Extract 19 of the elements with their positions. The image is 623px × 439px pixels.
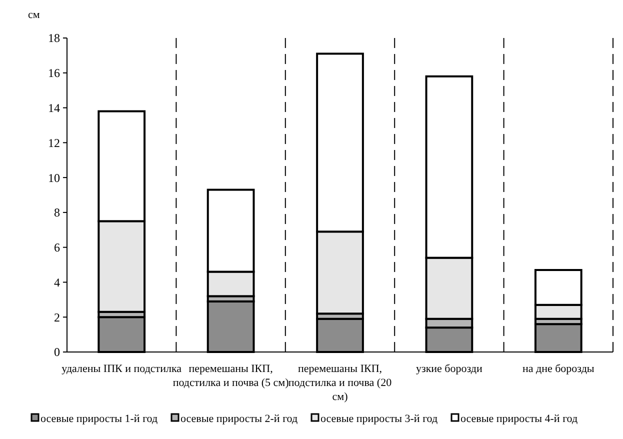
x-tick-label: перемешаны ІКП, подстилка и почва (20 см) xyxy=(288,363,392,403)
y-tick-label: 8 xyxy=(54,206,60,220)
y-tick-label: 16 xyxy=(48,66,60,80)
y-tick-label: 10 xyxy=(48,170,60,185)
y-tick-label: 14 xyxy=(48,100,60,115)
y-tick-label: 12 xyxy=(48,136,60,150)
x-tick-label: на дне борозды xyxy=(522,363,595,375)
x-tick-label: узкие борозди xyxy=(416,363,483,375)
y-tick-label: 0 xyxy=(54,345,60,360)
y-axis-title: см xyxy=(28,9,40,21)
legend-label: осевые приросты 2-й год xyxy=(180,413,298,425)
y-tick-label: 2 xyxy=(54,310,60,324)
x-tick-label: удалены ІПК и подстилка xyxy=(62,363,182,375)
legend-label: осевые приросты 3-й год xyxy=(320,413,438,425)
y-tick-label: 4 xyxy=(54,275,60,290)
y-tick-label: 18 xyxy=(48,31,60,46)
y-tick-label: 6 xyxy=(54,240,60,255)
legend-label: осевые приросты 1-й год xyxy=(40,413,158,425)
legend-label: осевые приросты 4-й год xyxy=(460,413,578,425)
